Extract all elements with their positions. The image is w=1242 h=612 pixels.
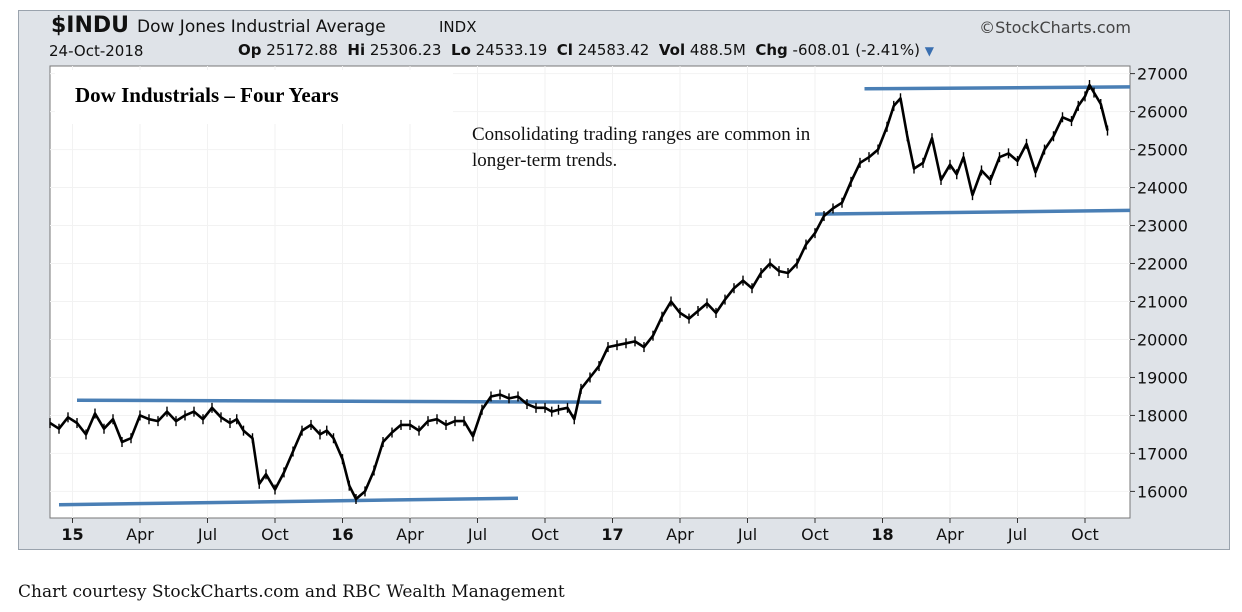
y-tick-label: 19000 — [1137, 368, 1188, 387]
x-tick-label: Apr — [126, 525, 154, 544]
trendline-lower-2018 — [814, 208, 1131, 216]
x-tick-label: Jul — [467, 525, 487, 544]
y-tick-label: 17000 — [1137, 444, 1188, 463]
x-tick-label: 15 — [61, 525, 83, 544]
down-triangle-icon: ▼ — [924, 44, 934, 58]
chg-value: -608.01 (-2.41%) — [792, 41, 920, 59]
quote-line: Op 25172.88 Hi 25306.23 Lo 24533.19 Cl 2… — [238, 41, 934, 59]
footer-credit: Chart courtesy StockCharts.com and RBC W… — [18, 582, 565, 602]
chart-title-box: Dow Industrials – Four Years — [55, 70, 453, 124]
lo-label: Lo — [451, 41, 471, 59]
y-tick-label: 21000 — [1137, 292, 1188, 311]
y-tick-label: 27000 — [1137, 65, 1188, 84]
x-tick-label: 17 — [601, 525, 623, 544]
y-tick-label: 26000 — [1137, 103, 1188, 122]
x-tick-label: Jul — [197, 525, 217, 544]
x-tick-label: Oct — [1071, 525, 1099, 544]
x-tick-label: Jul — [737, 525, 757, 544]
hi-label: Hi — [347, 41, 366, 59]
exchange: INDX — [439, 18, 477, 36]
symbol: $INDU — [51, 13, 130, 38]
op-label: Op — [238, 41, 262, 59]
chg-label: Chg — [755, 41, 788, 59]
brand-logo: ©StockCharts.com — [979, 18, 1131, 37]
lo-value: 24533.19 — [475, 41, 548, 59]
y-tick-label: 16000 — [1137, 482, 1188, 501]
cl-label: Cl — [556, 41, 573, 59]
x-tick-label: 18 — [871, 525, 893, 544]
x-tick-label: Apr — [396, 525, 424, 544]
trendline-upper-2018 — [864, 85, 1131, 91]
copyright-icon: © — [979, 18, 996, 37]
hi-value: 25306.23 — [369, 41, 442, 59]
op-value: 25172.88 — [266, 41, 338, 59]
y-tick-label: 20000 — [1137, 330, 1188, 349]
quote-date: 24-Oct-2018 — [49, 42, 144, 60]
x-tick-label: 16 — [331, 525, 353, 544]
y-tick-label: 23000 — [1137, 217, 1188, 236]
trendline-upper-2015-2016 — [76, 398, 602, 404]
vol-label: Vol — [658, 41, 686, 59]
index-name: Dow Jones Industrial Average — [137, 17, 386, 37]
y-tick-label: 24000 — [1137, 179, 1188, 198]
brand-name: StockCharts.com — [995, 18, 1131, 37]
x-tick-label: Jul — [1007, 525, 1027, 544]
y-tick-label: 22000 — [1137, 255, 1188, 274]
cl-value: 24583.42 — [577, 41, 650, 59]
vol-value: 488.5M — [689, 41, 746, 59]
x-tick-label: Oct — [531, 525, 559, 544]
chart-title: Dow Industrials – Four Years — [75, 83, 339, 107]
chart-annotation: Consolidating trading ranges are common … — [472, 124, 811, 171]
x-tick-label: Apr — [666, 525, 694, 544]
y-tick-label: 18000 — [1137, 406, 1188, 425]
x-tick-label: Apr — [936, 525, 964, 544]
trendline-lower-2015-2016 — [58, 496, 519, 507]
y-tick-label: 25000 — [1137, 141, 1188, 160]
x-tick-label: Oct — [801, 525, 829, 544]
x-tick-label: Oct — [261, 525, 289, 544]
